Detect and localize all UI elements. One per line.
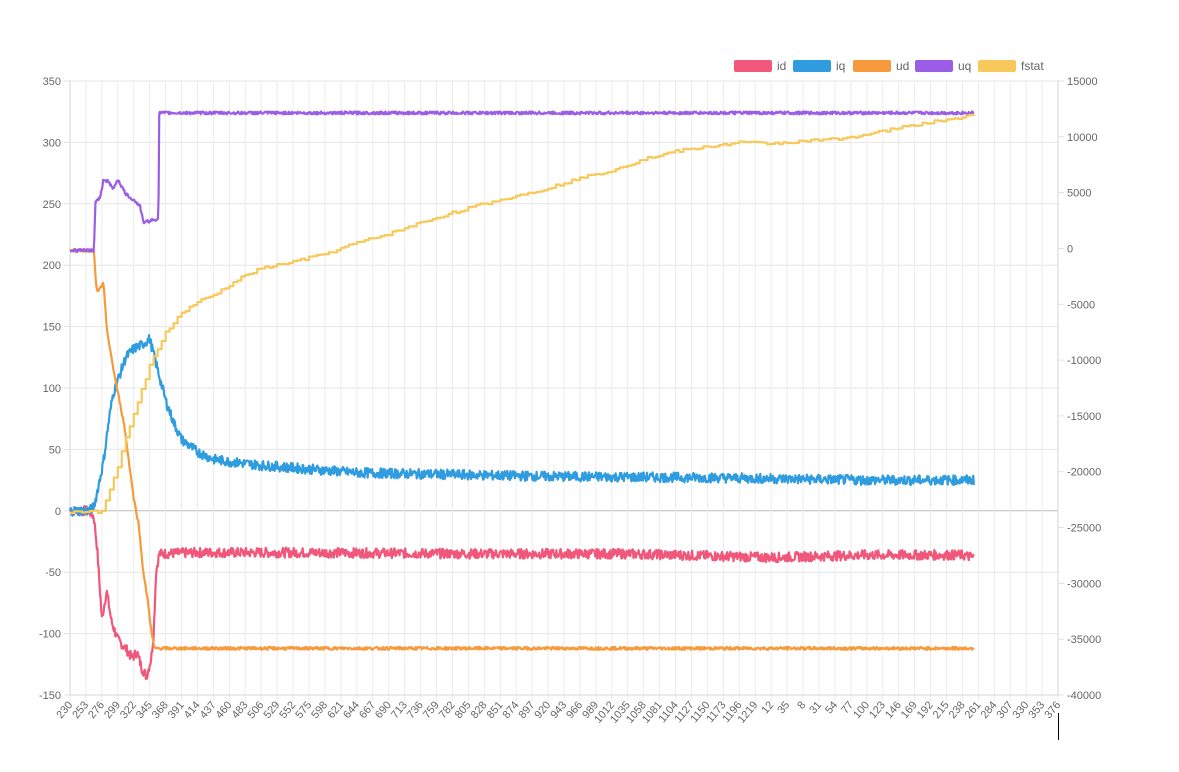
chart-grid	[69, 80, 1059, 701]
legend-item-fstat[interactable]: fstat	[978, 59, 1044, 73]
y2-tick-label: -5000	[1067, 299, 1095, 311]
legend-swatch	[915, 60, 953, 72]
y2-tick-label: -30000	[1067, 578, 1101, 590]
x-tick-label: 376	[1042, 699, 1063, 721]
series-line-id	[69, 505, 975, 681]
y-tick-label: -100	[39, 629, 61, 641]
legend-swatch	[978, 60, 1016, 72]
legend-item-iq[interactable]: iq	[793, 59, 845, 73]
y-tick-label: 50	[49, 444, 61, 456]
y2-tick-label: -20000	[1067, 467, 1101, 479]
legend-label: fstat	[1021, 59, 1044, 73]
y-tick-label: -150	[39, 690, 61, 702]
legend-label: ud	[896, 59, 909, 73]
legend-item-ud[interactable]: ud	[853, 59, 909, 73]
y-axis-left: 350 300 250 200 150 100 50 0 -50 -100 -150	[39, 76, 70, 702]
x-tick-label: 8	[795, 699, 808, 711]
legend-label: uq	[958, 59, 971, 73]
y2-tick-label: 10000	[1067, 132, 1098, 144]
y-tick-label: 150	[43, 322, 61, 334]
x-tick-label: 12	[759, 699, 776, 716]
y-tick-label: 200	[43, 260, 61, 272]
y-tick-label: 350	[43, 76, 61, 88]
text-cursor	[1058, 713, 1059, 740]
y-tick-label: 250	[43, 199, 61, 211]
legend-item-id[interactable]: id	[734, 59, 786, 73]
legend-label: id	[777, 59, 786, 73]
y2-tick-label: -25000	[1067, 523, 1101, 535]
series-line-iq	[68, 333, 975, 517]
x-tick-label: 54	[823, 699, 840, 716]
legend-swatch	[793, 60, 831, 72]
legend-swatch	[734, 60, 772, 72]
chart-legend[interactable]: id iq ud uq fstat	[734, 59, 1044, 73]
x-tick-label: 31	[807, 699, 824, 716]
legend-item-uq[interactable]: uq	[915, 59, 971, 73]
y2-tick-label: -10000	[1067, 355, 1101, 367]
legend-label: iq	[836, 59, 845, 73]
y-tick-label: 300	[43, 137, 61, 149]
y2-tick-label: -40000	[1067, 690, 1101, 702]
y2-tick-label: 15000	[1067, 76, 1098, 88]
chart-series	[68, 110, 976, 681]
y2-tick-label: -15000	[1067, 411, 1101, 423]
series-line-ud	[69, 247, 975, 651]
y-tick-label: 0	[55, 506, 61, 518]
x-tick-label: 35	[775, 699, 792, 716]
y2-tick-label: 0	[1067, 243, 1073, 255]
y-tick-label: 100	[43, 383, 61, 395]
y2-tick-label: 5000	[1067, 188, 1091, 200]
y2-tick-label: -35000	[1067, 634, 1101, 646]
series-line-uq	[69, 110, 975, 254]
y-axis-right: 15000 10000 5000 0 -5000 -10000 -15000 -20000 -2…	[1058, 76, 1101, 702]
y-tick-label: -50	[45, 567, 61, 579]
x-axis: 2302532762993223453683914144374604835065…	[54, 699, 1063, 725]
series-line-fstat	[70, 113, 976, 515]
legend-swatch	[853, 60, 891, 72]
